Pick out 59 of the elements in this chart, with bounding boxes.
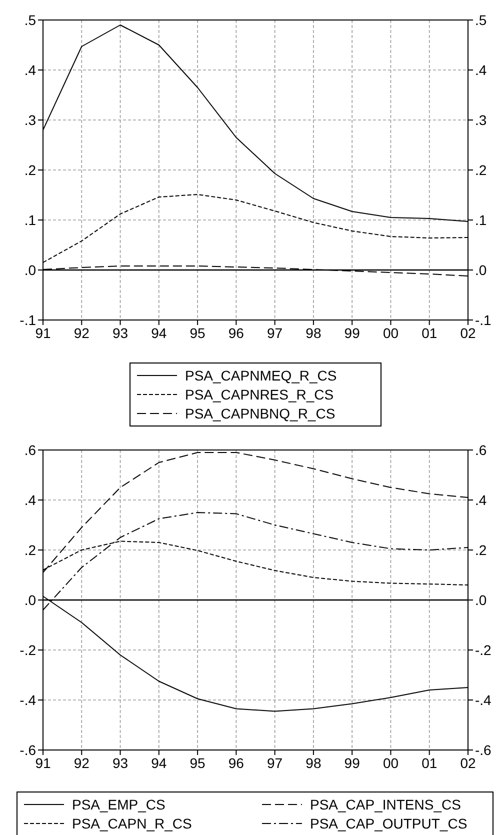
y2-tick-label: .6 <box>475 442 487 458</box>
y2-tick-label: .1 <box>475 212 487 228</box>
y2-tick-label: .5 <box>475 12 487 28</box>
y-tick-label: .0 <box>24 592 36 608</box>
x-tick-label: 97 <box>267 325 283 341</box>
x-tick-label: 00 <box>382 755 399 771</box>
x-tick-label: 98 <box>306 755 322 771</box>
x-tick-label: 96 <box>228 755 244 771</box>
legend-label: PSA_CAPNRES_R_CS <box>185 386 334 402</box>
x-tick-label: 02 <box>460 755 476 771</box>
y-tick-label: .2 <box>24 542 36 558</box>
x-tick-label: 95 <box>190 755 206 771</box>
y-tick-label: -.1 <box>20 312 36 328</box>
y-tick-label: .4 <box>24 492 36 508</box>
y2-tick-label: .4 <box>475 62 487 78</box>
y2-tick-label: .0 <box>475 592 487 608</box>
x-tick-label: 91 <box>35 325 51 341</box>
y2-tick-label: .0 <box>475 262 487 278</box>
x-tick-label: 02 <box>460 325 476 341</box>
y-tick-label: .4 <box>24 62 36 78</box>
y-tick-label: .0 <box>24 262 36 278</box>
y2-tick-label: -.4 <box>475 692 492 708</box>
y2-tick-label: .4 <box>475 492 487 508</box>
legend-label: PSA_CAPN_R_CS <box>72 815 192 832</box>
x-tick-label: 00 <box>382 325 399 341</box>
y2-tick-label: -.2 <box>475 642 492 658</box>
x-tick-label: 01 <box>422 325 438 341</box>
x-tick-label: 01 <box>422 755 438 771</box>
y-tick-label: .6 <box>24 442 36 458</box>
y-tick-label: .2 <box>24 162 36 178</box>
x-tick-label: 95 <box>190 325 206 341</box>
legend-label: PSA_EMP_CS <box>72 796 166 812</box>
y-tick-label: .5 <box>24 12 36 28</box>
y2-tick-label: .2 <box>475 162 487 178</box>
x-tick-label: 91 <box>35 755 51 771</box>
x-tick-label: 92 <box>74 755 90 771</box>
legend-label: PSA_CAPNMEQ_R_CS <box>185 367 337 384</box>
y-tick-label: .1 <box>24 212 36 228</box>
legend-label: PSA_CAPNBNQ_R_CS <box>185 405 336 422</box>
x-tick-label: 99 <box>344 755 360 771</box>
y-tick-label: -.2 <box>20 642 36 658</box>
x-tick-label: 98 <box>306 325 322 341</box>
y-tick-label: .3 <box>24 112 36 128</box>
y2-tick-label: .3 <box>475 112 487 128</box>
y2-tick-label: -.1 <box>475 312 492 328</box>
x-tick-label: 97 <box>267 755 283 771</box>
x-tick-label: 93 <box>112 755 128 771</box>
x-tick-label: 94 <box>151 325 167 341</box>
legend-label: PSA_CAP_INTENS_CS <box>310 796 461 812</box>
x-tick-label: 92 <box>74 325 90 341</box>
x-tick-label: 93 <box>112 325 128 341</box>
y-tick-label: -.4 <box>20 692 36 708</box>
y-tick-label: -.6 <box>20 742 36 758</box>
y2-tick-label: .2 <box>475 542 487 558</box>
y2-tick-label: -.6 <box>475 742 492 758</box>
x-tick-label: 99 <box>344 325 360 341</box>
x-tick-label: 94 <box>151 755 167 771</box>
legend-label: PSA_CAP_OUTPUT_CS <box>310 815 468 832</box>
x-tick-label: 96 <box>228 325 244 341</box>
